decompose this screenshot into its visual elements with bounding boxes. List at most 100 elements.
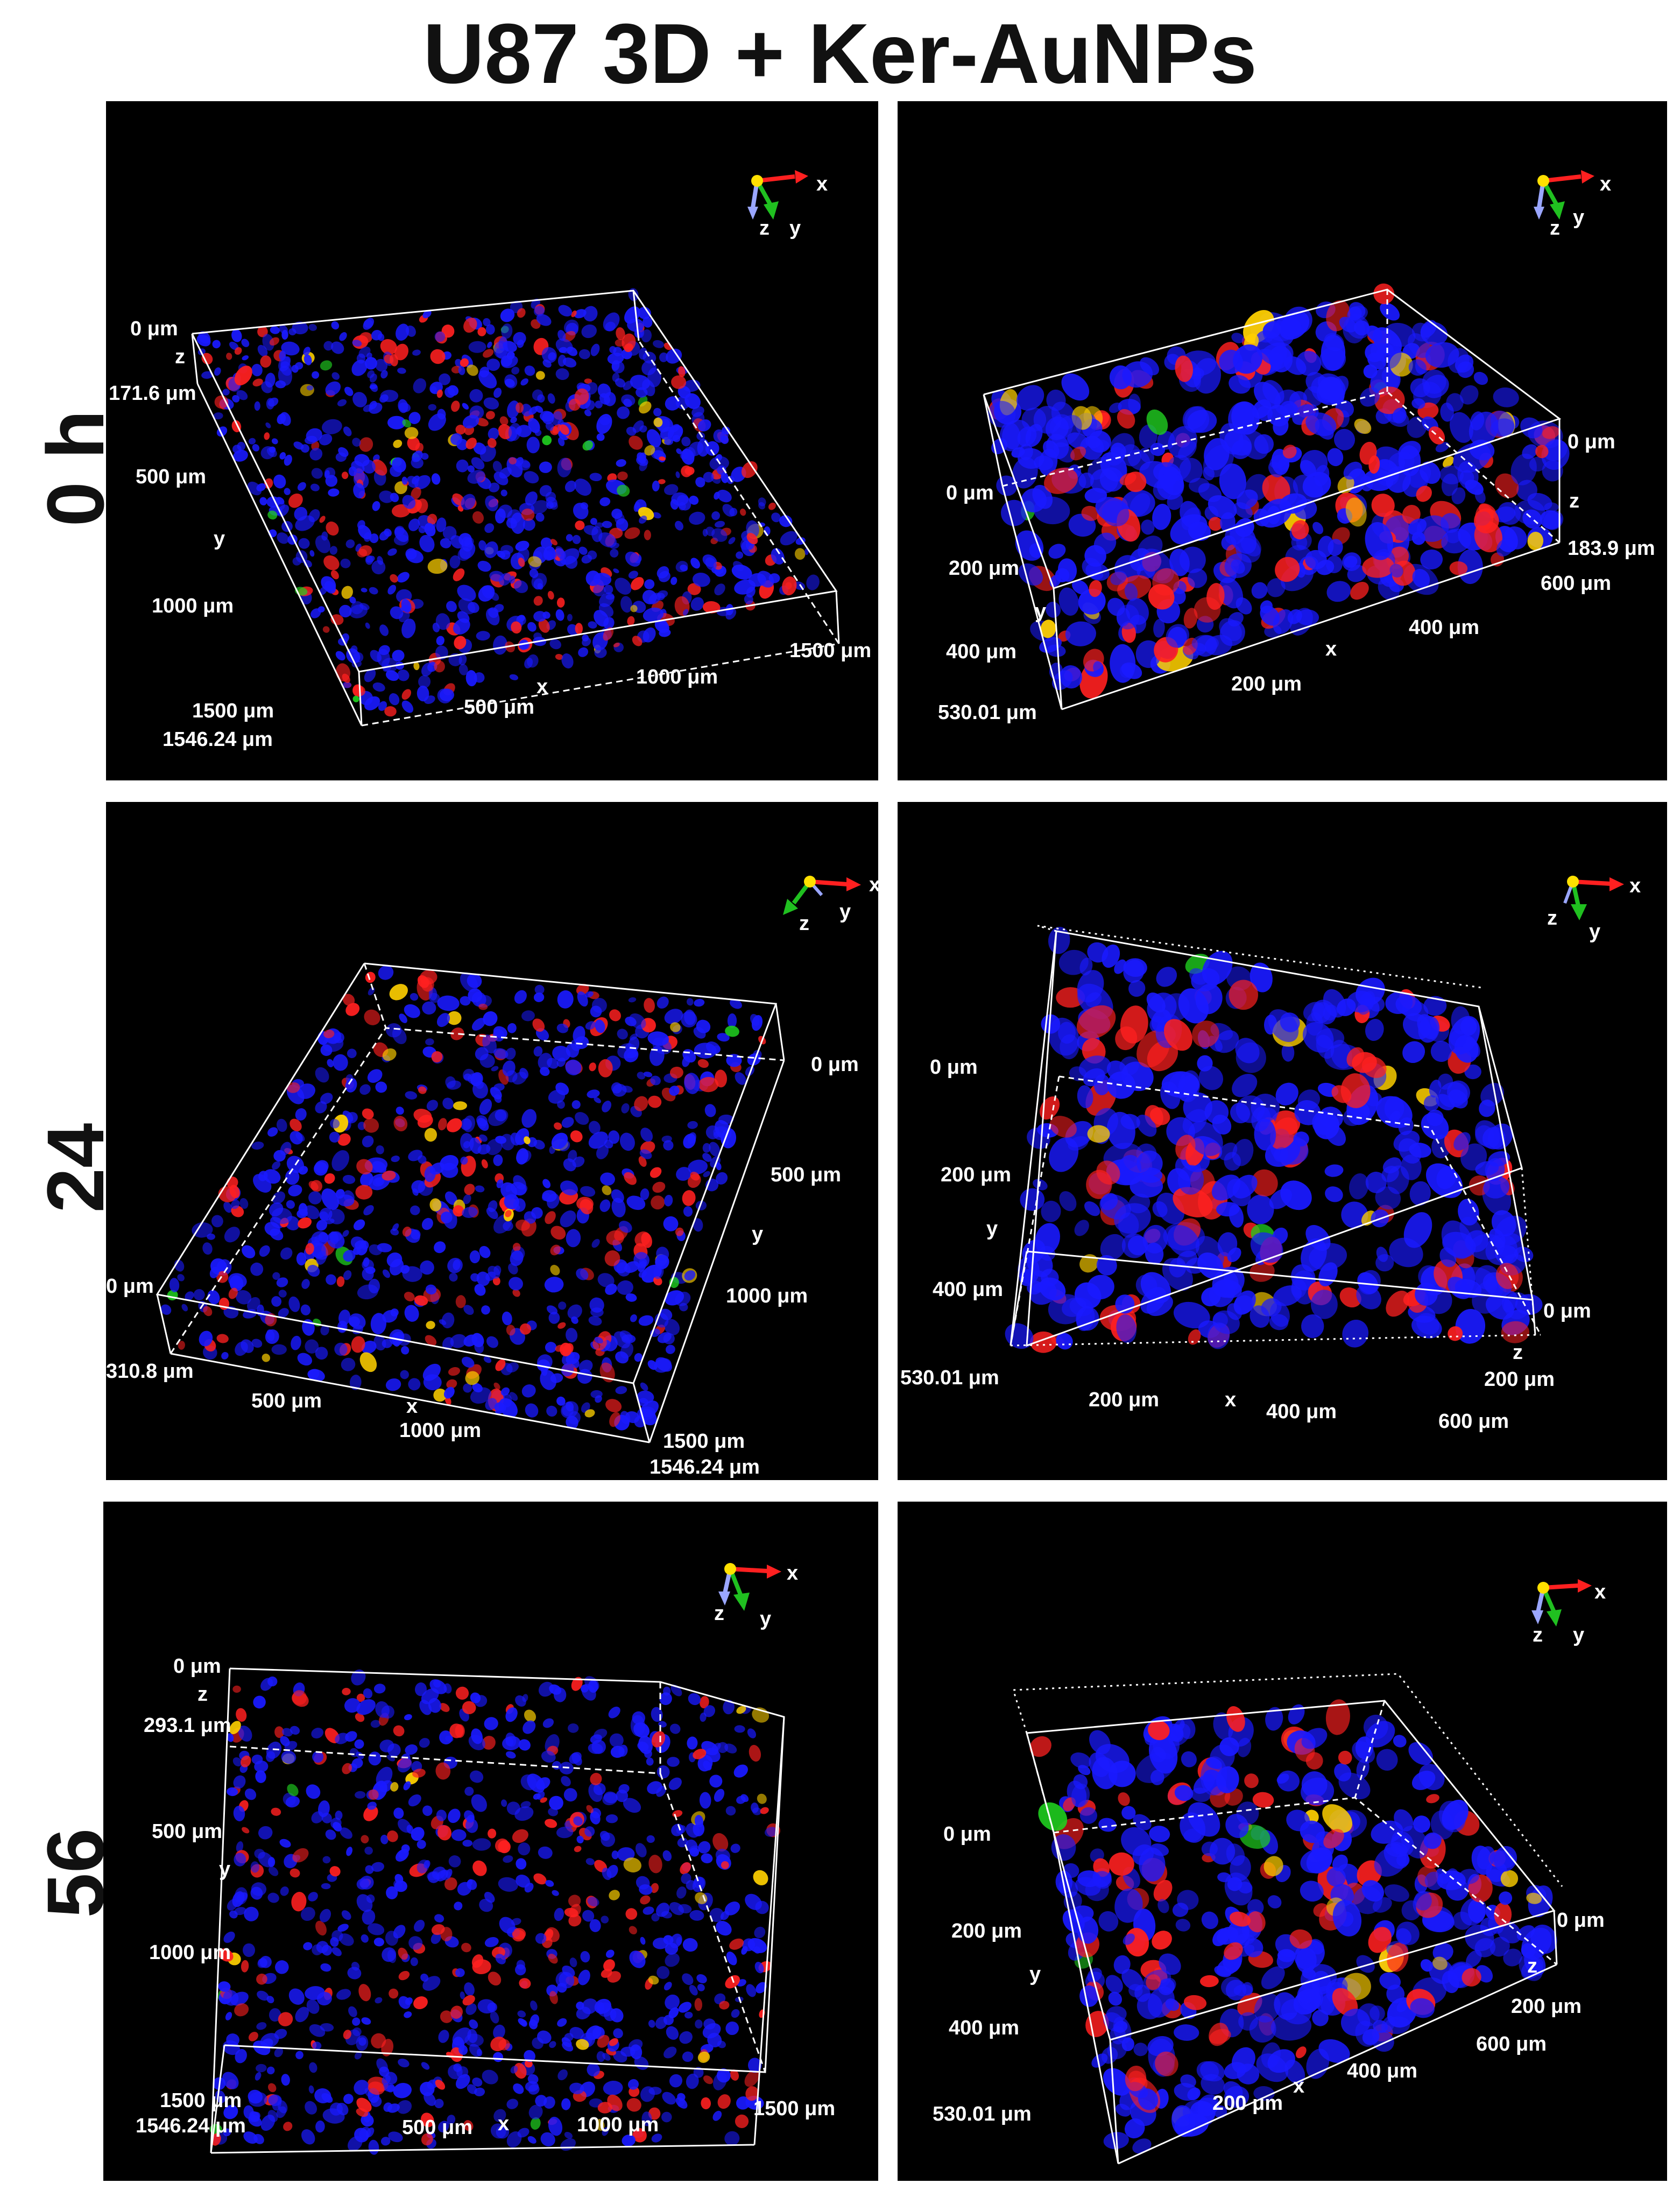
cell-blob (334, 1342, 348, 1356)
cell-blob (653, 340, 665, 348)
cell-blob (670, 1022, 681, 1032)
cell-blob (312, 2041, 322, 2050)
cell-blob (1409, 464, 1431, 488)
cell-blob (420, 1973, 429, 1982)
cell-blob (227, 1787, 238, 1797)
cell-blob (276, 1118, 287, 1132)
cell-blob (584, 378, 592, 384)
cell-blob (465, 1818, 478, 1833)
cell-blob (574, 1846, 582, 1853)
axis-label: 0 μm (811, 1053, 859, 1076)
cell-blob (681, 448, 695, 465)
cell-blob (1261, 1966, 1285, 1989)
cell-cloud (196, 288, 820, 717)
cell-blob (1017, 426, 1037, 447)
cell-blob (571, 1316, 578, 1324)
cell-blob (668, 1777, 682, 1790)
cell-blob (648, 2019, 655, 2028)
cell-blob (616, 459, 626, 467)
cell-blob (465, 438, 477, 449)
cell-blob (582, 1910, 595, 1922)
cell-blob (1125, 2065, 1147, 2092)
cell-blob (554, 1907, 564, 1921)
cell-blob (330, 570, 339, 580)
cell-blob (1408, 359, 1427, 376)
cell-blob (384, 354, 393, 364)
cell-blob (661, 1135, 672, 1143)
cell-blob (533, 632, 542, 640)
cell-blob (1338, 1772, 1371, 1800)
cell-blob (315, 2120, 325, 2133)
cell-blob (652, 512, 661, 519)
cell-blob (1051, 415, 1082, 447)
cell-blob (731, 564, 752, 580)
cell-blob (288, 328, 297, 336)
cell-blob (1229, 375, 1251, 394)
triad-y-label: y (760, 1608, 771, 1630)
cell-blob (483, 1011, 498, 1026)
cell-blob (479, 367, 490, 378)
cell-blob (336, 1276, 345, 1287)
cell-blob (267, 510, 278, 520)
cell-blob (1237, 1737, 1252, 1757)
cell-blob (1326, 1867, 1346, 1887)
cell-blob (1350, 582, 1369, 600)
cell-blob (626, 1195, 646, 1210)
cell-blob (331, 1947, 342, 1956)
cell-blob (401, 618, 416, 638)
cell-blob (1342, 552, 1361, 571)
axis-label: 530.01 μm (900, 1367, 999, 1389)
cell-blob (702, 1153, 712, 1162)
cell-blob (337, 1194, 355, 1207)
cell-blob (477, 1118, 489, 1131)
cell-blob (585, 571, 601, 586)
cell-blob (629, 1013, 646, 1029)
cell-blob (393, 439, 403, 448)
cell-blob (705, 557, 717, 571)
cell-blob (1349, 1173, 1369, 1200)
axis-label: 200 μm (1212, 2092, 1283, 2115)
cell-blob (651, 1707, 663, 1722)
cell-blob (390, 492, 399, 502)
cell-blob (501, 323, 513, 339)
cell-blob (370, 1720, 381, 1728)
cell-blob (455, 1295, 466, 1308)
cell-blob (680, 565, 688, 572)
cell-blob (364, 357, 377, 370)
cell-blob (1251, 1169, 1278, 1197)
cell-blob (1110, 644, 1136, 683)
cell-blob (599, 1199, 611, 1212)
cell-blob (590, 518, 597, 525)
cell-blob (677, 2099, 686, 2107)
cell-blob (236, 390, 248, 400)
cell-blob (588, 1743, 603, 1754)
cell-blob (603, 2080, 623, 2096)
cell-blob (325, 381, 341, 396)
cell-blob (356, 1159, 373, 1175)
cell-blob (1071, 1783, 1090, 1808)
cell-blob (349, 596, 356, 604)
cell-blob (1089, 580, 1102, 597)
cell-blob (234, 1853, 246, 1867)
cell-blob (1150, 1747, 1166, 1763)
cell-blob (1088, 456, 1111, 480)
cell-blob (432, 622, 440, 632)
cell-blob (537, 583, 543, 590)
cell-blob (454, 1902, 463, 1911)
cell-blob (422, 1363, 441, 1381)
cell-blob (1490, 1937, 1510, 1957)
cell-blob (516, 1148, 528, 1165)
cell-blob (463, 1194, 471, 1205)
cell-blob (312, 371, 320, 379)
cell-blob (1119, 473, 1137, 485)
cell-blob (440, 538, 451, 548)
cell-blob (363, 1805, 378, 1821)
cell-blob (242, 355, 249, 361)
cell-blob (1455, 1308, 1486, 1344)
cell-blob (652, 480, 660, 492)
cell-blob (560, 1210, 576, 1228)
cell-blob (349, 604, 368, 618)
cell-blob (1250, 1232, 1283, 1263)
cell-blob (1407, 333, 1431, 358)
cell-blob (418, 675, 431, 688)
